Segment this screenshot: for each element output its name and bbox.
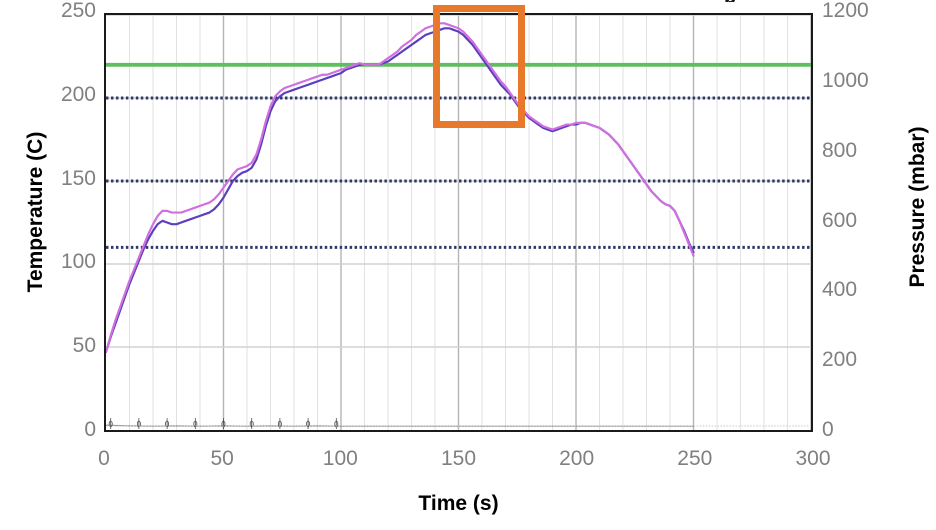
y-axis-right-ticks: 0 200 400 600 800 1000 1200 (822, 0, 936, 530)
y-axis-right-tick-label: 600 (822, 208, 858, 232)
x-axis-tick-label: 200 (559, 447, 595, 470)
gridlines (106, 15, 811, 430)
y-axis-right-tick-label: 1200 (822, 0, 869, 22)
x-axis-title: Time (s) (418, 492, 499, 515)
series-line (106, 22, 695, 354)
plot-svg: 000000000 (106, 15, 811, 430)
y-axis-left-tick-label: 250 (60, 0, 96, 22)
pressure-baseline-markers: 000000000 (106, 418, 811, 429)
plot-area: 000000000 (104, 13, 813, 432)
data-series (106, 22, 695, 427)
x-axis-tick-label: 50 (210, 447, 234, 470)
chart-title-fragment: p (724, 0, 736, 2)
x-axis-tick-label: 150 (440, 447, 477, 470)
y-axis-left-tick-label: 50 (72, 334, 96, 358)
series-line (106, 27, 695, 354)
y-axis-right-tick-label: 800 (822, 138, 858, 162)
y-axis-left-ticks: 0 50 100 150 200 250 (0, 0, 96, 530)
x-axis-tick-label: 300 (795, 447, 831, 470)
y-axis-right-tick-label: 1000 (822, 68, 869, 92)
y-axis-right-tick-label: 0 (822, 418, 834, 441)
x-axis-tick-label: 250 (677, 447, 713, 470)
reference-lines (106, 62, 811, 249)
x-axis-tick-label: 100 (322, 447, 358, 470)
y-axis-left-tick-label: 150 (60, 166, 96, 190)
x-axis-tick-label: 0 (98, 447, 110, 470)
y-axis-left-tick-label: 100 (60, 250, 96, 274)
y-axis-left-tick-label: 200 (60, 82, 96, 106)
y-axis-right-tick-label: 200 (822, 348, 858, 372)
y-axis-left-tick-label: 0 (84, 418, 96, 441)
y-axis-right-tick-label: 400 (822, 278, 858, 302)
